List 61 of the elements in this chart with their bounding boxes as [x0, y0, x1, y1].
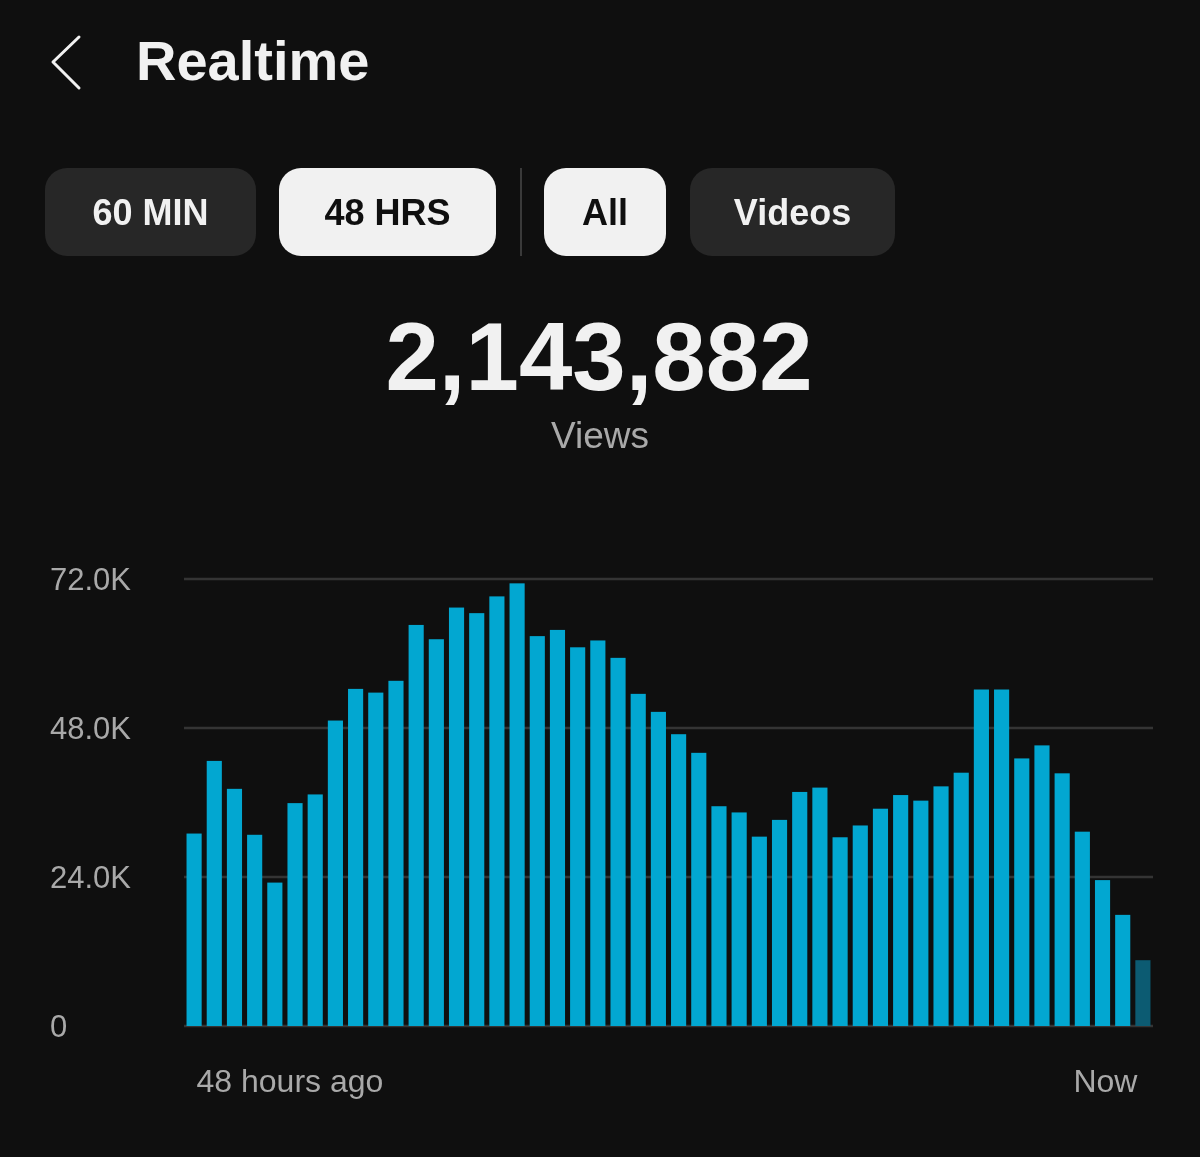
bar	[428, 639, 444, 1026]
bar	[872, 808, 889, 1026]
bar	[792, 791, 808, 1026]
bar	[1115, 914, 1131, 1026]
bar	[388, 680, 404, 1026]
bar	[711, 806, 727, 1026]
bar	[408, 624, 424, 1026]
tab-button: Videos	[690, 168, 895, 256]
y-tick-label: 72.0K	[50, 561, 132, 597]
tab-button: 60 MIN	[45, 168, 256, 256]
bar	[771, 819, 788, 1026]
bar	[812, 787, 828, 1026]
bar	[933, 786, 949, 1026]
bar	[327, 720, 343, 1026]
text: Views	[550, 415, 650, 456]
bar	[509, 583, 525, 1026]
bar	[1135, 960, 1151, 1026]
bar	[247, 834, 263, 1026]
bar	[287, 803, 303, 1026]
bar	[590, 640, 606, 1026]
bar	[267, 882, 283, 1026]
y-tick-label: 24.0K	[50, 859, 132, 895]
bar	[751, 836, 767, 1026]
tab-button: 48 HRS	[279, 168, 496, 256]
chart-title: Realtime	[136, 29, 370, 92]
bar	[348, 688, 364, 1026]
bar	[469, 613, 485, 1026]
bar	[368, 692, 384, 1026]
bar	[549, 629, 566, 1026]
bar	[307, 794, 323, 1026]
bar	[852, 825, 868, 1026]
bar	[1034, 745, 1050, 1026]
y-tick-label: 0	[50, 1008, 68, 1044]
bar	[630, 693, 646, 1026]
bar	[973, 689, 989, 1026]
bar	[953, 772, 969, 1026]
text: 2,143,882	[385, 303, 813, 410]
bar	[832, 837, 848, 1026]
bar	[671, 734, 687, 1026]
bar	[994, 689, 1010, 1026]
bar	[731, 812, 747, 1026]
bar	[1054, 773, 1070, 1026]
bar	[1074, 831, 1090, 1026]
bar	[529, 636, 545, 1026]
bar	[913, 800, 929, 1026]
y-tick-label: 48.0K	[50, 710, 132, 746]
bar	[206, 760, 222, 1026]
bar	[650, 711, 666, 1026]
text: 48 hours ago	[196, 1063, 384, 1099]
bar	[448, 607, 465, 1026]
bar	[489, 596, 505, 1026]
tab-button: All	[544, 168, 666, 256]
bar	[570, 647, 586, 1026]
bar	[610, 657, 626, 1026]
bar	[186, 833, 202, 1026]
bar	[226, 788, 243, 1026]
bar	[1014, 758, 1030, 1026]
bar	[893, 795, 909, 1026]
bar	[691, 752, 707, 1026]
text: Now	[1073, 1063, 1139, 1099]
bar	[1094, 880, 1111, 1026]
